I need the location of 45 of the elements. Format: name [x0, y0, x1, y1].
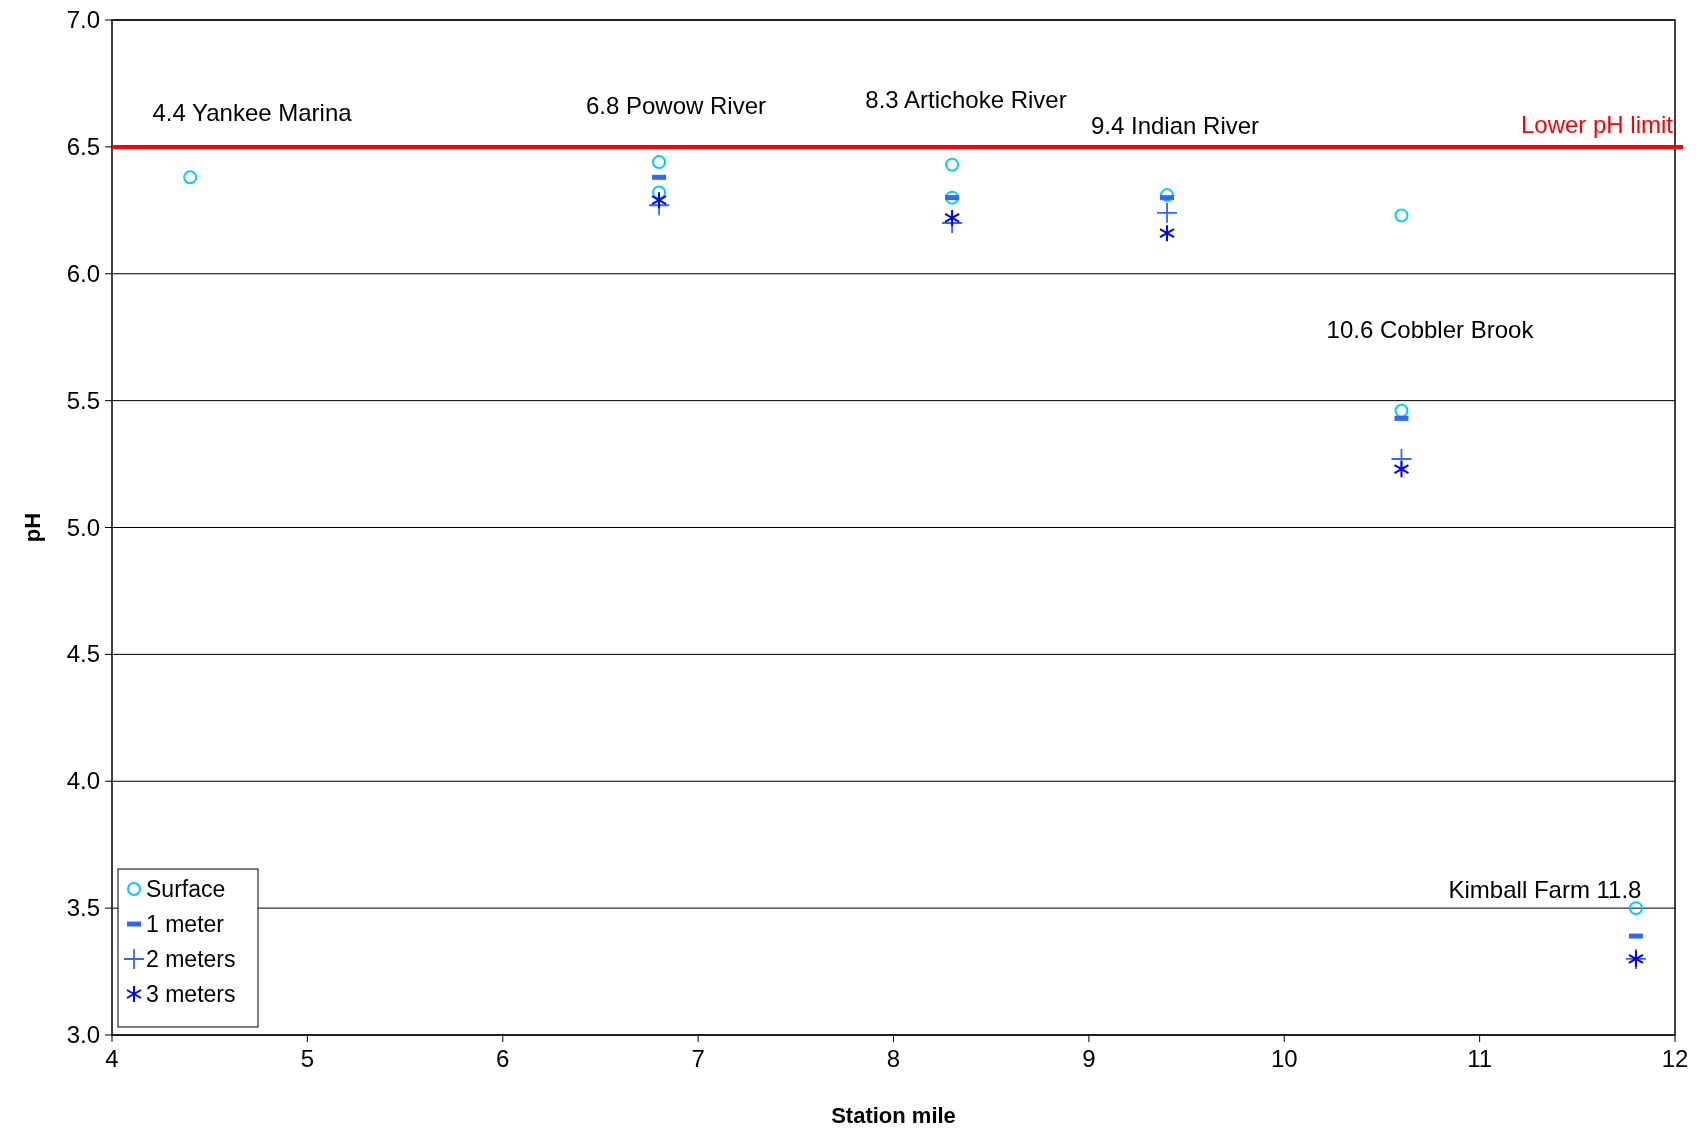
annotation: 6.8 Powow River [585, 92, 767, 120]
x-tick-label: 4 [105, 1045, 119, 1072]
point [1393, 460, 1410, 479]
legend-label: Surface [146, 876, 226, 902]
ref-line-label: Lower pH limit [1520, 110, 1674, 138]
point [183, 170, 198, 185]
point [1394, 208, 1409, 223]
x-tick-label: 6 [496, 1045, 510, 1072]
point [652, 185, 667, 200]
y-tick-label: 7.0 [66, 6, 100, 33]
x-tick-label: 7 [691, 1045, 705, 1072]
point [1160, 188, 1175, 203]
y-tick-label: 4.5 [66, 640, 100, 668]
annotation: 8.3 Artichoke River [865, 86, 1067, 114]
x-tick-label: 8 [886, 1045, 901, 1072]
point [945, 190, 960, 205]
x-tick-label: 5 [300, 1045, 315, 1072]
legend-label: 2 meters [146, 946, 236, 972]
point [945, 157, 960, 172]
y-tick-label: 5.5 [66, 386, 100, 414]
y-tick-label: 5.0 [66, 513, 100, 541]
x-tick-label: 11 [1467, 1045, 1493, 1072]
y-tick-label: 3.5 [66, 894, 100, 922]
point [944, 208, 961, 227]
annotation: 9.4 Indian River [1090, 112, 1260, 140]
y-tick-label: 6.5 [66, 132, 100, 160]
point [652, 155, 667, 170]
point [651, 191, 668, 210]
point [1159, 224, 1176, 243]
x-tick-label: 10 [1270, 1045, 1298, 1072]
legend-label: 3 meters [146, 981, 236, 1007]
y-tick-label: 6.0 [66, 259, 100, 287]
point [1394, 403, 1409, 418]
y-tick-label: 4.0 [66, 767, 100, 795]
annotation: Kimball Farm 11.8 [1448, 876, 1642, 904]
y-axis-title: pH [20, 512, 45, 543]
point [1156, 201, 1178, 224]
x-tick-label: 9 [1082, 1045, 1096, 1072]
annotation: 4.4 Yankee Marina [152, 99, 353, 127]
point [1628, 901, 1643, 916]
annotation: 10.6 Cobbler Brook [1326, 316, 1535, 344]
y-tick-label: 3.0 [66, 1021, 100, 1048]
legend-label: 1 meter [146, 911, 225, 937]
x-axis-title: Station mile [831, 1103, 956, 1128]
x-tick-label: 12 [1661, 1045, 1689, 1072]
